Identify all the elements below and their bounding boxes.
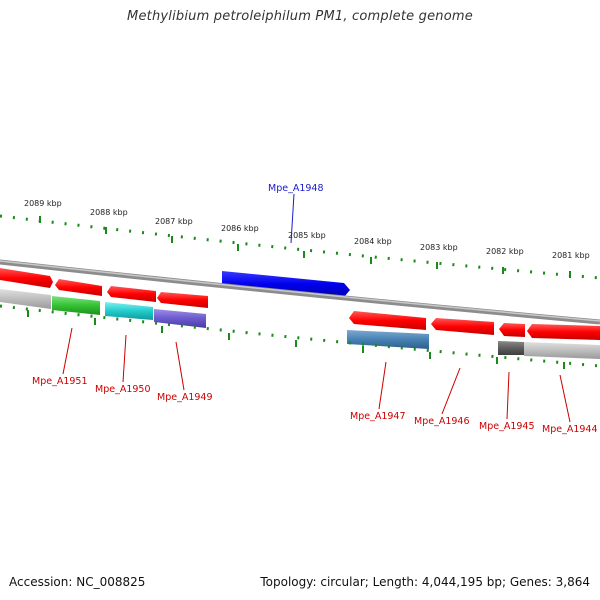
gene-label[interactable]: Mpe_A1945 <box>479 421 535 432</box>
gene-label[interactable]: Mpe_A1944 <box>542 424 598 435</box>
scale-label: 2082 kbp <box>486 247 524 256</box>
gene-forward[interactable] <box>0 268 53 288</box>
scale-label: 2087 kbp <box>155 217 193 226</box>
gene-forward[interactable] <box>527 324 600 340</box>
gene-label[interactable]: Mpe_A1947 <box>350 411 406 422</box>
outer-major-ticks <box>39 216 571 278</box>
gene-highlighted[interactable] <box>222 271 350 297</box>
gene-reverse[interactable] <box>347 330 429 349</box>
gene-reverse[interactable] <box>498 341 524 355</box>
scale-label: 2081 kbp <box>552 251 590 260</box>
gene-forward[interactable] <box>431 318 494 335</box>
scale-label: 2089 kbp <box>24 199 62 208</box>
scale-label: 2084 kbp <box>354 237 392 246</box>
gene-reverse[interactable] <box>524 342 600 359</box>
label-leaders <box>62 193 571 423</box>
scale-label: 2086 kbp <box>221 224 259 233</box>
genome-summary: Topology: circular; Length: 4,044,195 bp… <box>260 575 590 589</box>
scale-labels: 2089 kbp 2088 kbp 2087 kbp 2086 kbp 2085… <box>24 199 590 260</box>
gene-forward[interactable] <box>55 279 102 296</box>
genome-backbone <box>0 259 600 325</box>
scale-label: 2083 kbp <box>420 243 458 252</box>
gene-forward[interactable] <box>499 323 525 337</box>
gene-forward[interactable] <box>157 292 208 308</box>
gene-reverse[interactable] <box>52 296 100 315</box>
gene-reverse[interactable] <box>105 302 153 320</box>
gene-forward[interactable] <box>107 286 156 302</box>
scale-label: 2085 kbp <box>288 231 326 240</box>
accession-text: Accession: NC_008825 <box>9 575 146 589</box>
gene-forward[interactable] <box>349 311 426 330</box>
gene-reverse[interactable] <box>154 309 206 328</box>
forward-strand <box>0 268 600 340</box>
reverse-strand <box>0 289 600 359</box>
gene-labels: Mpe_A1951 Mpe_A1950 Mpe_A1949 Mpe_A1948 … <box>32 183 598 435</box>
scale-label: 2088 kbp <box>90 208 128 217</box>
gene-label[interactable]: Mpe_A1949 <box>157 392 213 403</box>
gene-label[interactable]: Mpe_A1950 <box>95 384 151 395</box>
inner-scale <box>0 304 600 369</box>
genome-backbone-highlight <box>0 260 600 322</box>
genome-title: Methylibium petroleiphilum PM1, complete… <box>127 9 473 24</box>
gene-label[interactable]: Mpe_A1946 <box>414 416 470 427</box>
gene-label[interactable]: Mpe_A1948 <box>268 183 324 194</box>
gene-reverse[interactable] <box>0 289 51 309</box>
gene-label[interactable]: Mpe_A1951 <box>32 376 88 387</box>
inner-major-ticks <box>27 310 565 369</box>
outer-scale: 2089 kbp 2088 kbp 2087 kbp 2086 kbp 2085… <box>0 199 600 280</box>
